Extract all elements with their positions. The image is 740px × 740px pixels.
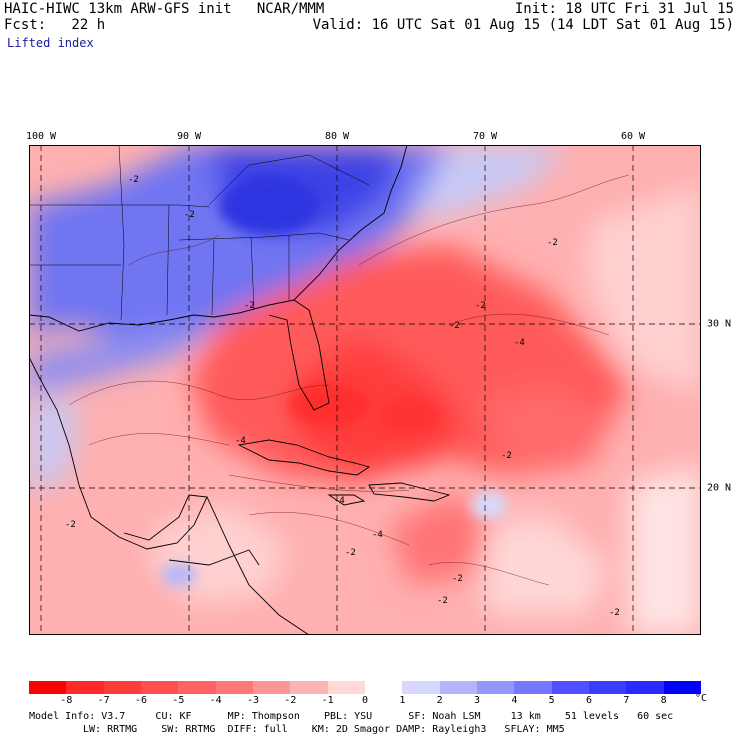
colorbar-level-label: -8 <box>60 695 73 706</box>
model-info-line2: LW: RRTMG SW: RRTMG DIFF: full KM: 2D Sm… <box>83 724 565 735</box>
shaded-field-detail <box>161 175 507 587</box>
colorbar-level-label: 6 <box>585 695 593 706</box>
colorbar-cell <box>551 681 589 694</box>
state-borders <box>29 145 370 321</box>
colorbar-cell <box>663 681 701 694</box>
lon-label-60w: 60 W <box>620 131 646 142</box>
lon-label-100w: 100 W <box>25 131 57 142</box>
contour-label: -2 <box>345 548 356 558</box>
contours <box>68 174 630 586</box>
contour-label: -2 <box>437 596 448 606</box>
forecast-hour: Fcst: 22 h <box>4 17 106 33</box>
colorbar-cell <box>290 681 328 694</box>
colorbar-level-label: 8 <box>660 695 667 706</box>
colorbar-level-label: 2 <box>436 695 443 706</box>
colorbar-cell <box>439 681 477 694</box>
colorbar-cell <box>327 681 365 694</box>
lon-label-70w: 70 W <box>472 131 498 142</box>
map-frame <box>29 145 701 635</box>
colorbar <box>29 681 701 694</box>
lon-label-80w: 80 W <box>324 131 350 142</box>
contour-label: -2 <box>475 301 486 311</box>
lat-label-30n: 30 N <box>707 318 732 330</box>
contour-label: -2 <box>609 608 620 618</box>
colorbar-cell <box>514 681 552 694</box>
colorbar-level-label: 7 <box>623 695 630 706</box>
colorbar-level-label: -6 <box>134 695 148 706</box>
colorbar-level-label: 4 <box>511 695 518 706</box>
contour-label: -2 <box>501 451 512 461</box>
colorbar-level-label: 1 <box>399 695 406 706</box>
model-title: HAIC-HIWC 13km ARW-GFS init NCAR/MMM <box>4 1 325 17</box>
colorbar-level-label: 5 <box>548 695 555 706</box>
contour-label: -2 <box>244 301 255 311</box>
lat-label-20n: 20 N <box>707 482 732 494</box>
colorbar-level-label: -2 <box>284 695 297 706</box>
contour-label: -2 <box>452 574 463 584</box>
colorbar-level-label: -7 <box>97 695 110 706</box>
colorbar-level-label: -4 <box>209 695 222 706</box>
contour-labels: -2 -2 -2 -2 -4 -4 -2 -2 -2 -2 -4 -2 -4 -… <box>65 175 620 618</box>
colorbar-cell <box>252 681 291 694</box>
colorbar-cell <box>476 681 515 694</box>
colorbar-level-label: -1 <box>321 695 334 706</box>
colorbar-cell <box>402 681 440 694</box>
model-info-line1: Model Info: V3.7 CU: KF MP: Thompson PBL… <box>29 711 674 722</box>
colorbar-level-label: -3 <box>246 695 260 706</box>
field-name: Lifted index <box>7 36 94 50</box>
colorbar-cell <box>626 681 664 694</box>
graticule <box>29 145 701 635</box>
colorbar-cell <box>66 681 104 694</box>
colorbar-cell <box>178 681 216 694</box>
contour-label: -4 <box>514 338 525 348</box>
coastlines <box>29 145 451 635</box>
colorbar-level-label: 3 <box>473 695 481 706</box>
shaded-field <box>29 145 701 635</box>
lon-label-90w: 90 W <box>176 131 202 142</box>
contour-label: -4 <box>235 436 246 446</box>
colorbar-cell <box>215 681 253 694</box>
contour-label: -2 <box>547 238 558 248</box>
map-canvas: -2 -2 -2 -2 -4 -4 -2 -2 -2 -2 -4 -2 -4 -… <box>29 145 701 635</box>
lifted-index-map: -2 -2 -2 -2 -4 -4 -2 -2 -2 -2 -4 -2 -4 -… <box>29 145 701 635</box>
colorbar-unit: °C <box>695 693 708 704</box>
contour-label: -4 <box>334 496 345 506</box>
contour-label: -2 <box>184 210 195 220</box>
colorbar-cell <box>364 681 403 694</box>
init-time: Init: 18 UTC Fri 31 Jul 15 <box>514 1 734 17</box>
contour-label: -2 <box>449 321 460 331</box>
colorbar-cell <box>29 681 67 694</box>
colorbar-cell <box>140 681 179 694</box>
contour-label: -2 <box>65 520 76 530</box>
valid-time: Valid: 16 UTC Sat 01 Aug 15 (14 LDT Sat … <box>312 17 734 33</box>
colorbar-level-label: 0 <box>361 695 369 706</box>
colorbar-level-label: -5 <box>172 695 185 706</box>
colorbar-cell <box>588 681 627 694</box>
contour-label: -2 <box>128 175 139 185</box>
colorbar-cell <box>103 681 141 694</box>
contour-label: -4 <box>372 530 383 540</box>
